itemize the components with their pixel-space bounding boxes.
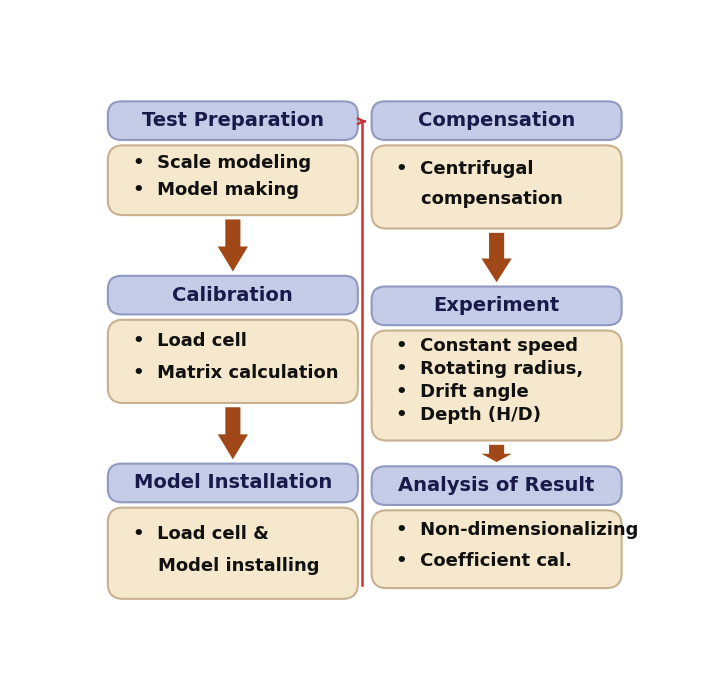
Text: Experiment: Experiment <box>433 296 559 315</box>
FancyBboxPatch shape <box>372 146 622 229</box>
FancyBboxPatch shape <box>108 507 358 599</box>
FancyBboxPatch shape <box>108 146 358 215</box>
Text: Analysis of Result: Analysis of Result <box>398 476 595 495</box>
Text: •  Load cell &: • Load cell & <box>133 525 269 543</box>
FancyBboxPatch shape <box>372 466 622 505</box>
FancyBboxPatch shape <box>372 286 622 325</box>
Text: Compensation: Compensation <box>418 112 575 130</box>
Text: •  Coefficient cal.: • Coefficient cal. <box>396 551 572 569</box>
FancyBboxPatch shape <box>108 320 358 403</box>
Text: •  Non-dimensionalizing: • Non-dimensionalizing <box>396 521 639 539</box>
Text: •  Scale modeling: • Scale modeling <box>133 154 311 172</box>
Text: •  Matrix calculation: • Matrix calculation <box>133 365 338 383</box>
Text: •  Rotating radius,: • Rotating radius, <box>396 360 584 378</box>
Text: •  Constant speed: • Constant speed <box>396 337 579 355</box>
Polygon shape <box>218 407 248 459</box>
FancyBboxPatch shape <box>372 510 622 588</box>
FancyBboxPatch shape <box>108 276 358 314</box>
Text: Model Installation: Model Installation <box>134 473 332 493</box>
Text: •  Depth (H/D): • Depth (H/D) <box>396 406 542 424</box>
Polygon shape <box>218 220 248 271</box>
FancyBboxPatch shape <box>372 330 622 441</box>
Text: Calibration: Calibration <box>172 286 294 305</box>
FancyBboxPatch shape <box>372 101 622 140</box>
Text: •  Load cell: • Load cell <box>133 332 247 351</box>
Text: •  Model making: • Model making <box>133 181 298 199</box>
Polygon shape <box>481 233 512 282</box>
Text: •  Drift angle: • Drift angle <box>396 383 529 401</box>
Text: •  Centrifugal: • Centrifugal <box>396 160 534 178</box>
Text: Test Preparation: Test Preparation <box>142 112 324 130</box>
FancyBboxPatch shape <box>108 464 358 503</box>
FancyBboxPatch shape <box>108 101 358 140</box>
Text: Model installing: Model installing <box>133 558 319 575</box>
Text: compensation: compensation <box>396 190 563 208</box>
Polygon shape <box>481 445 512 462</box>
